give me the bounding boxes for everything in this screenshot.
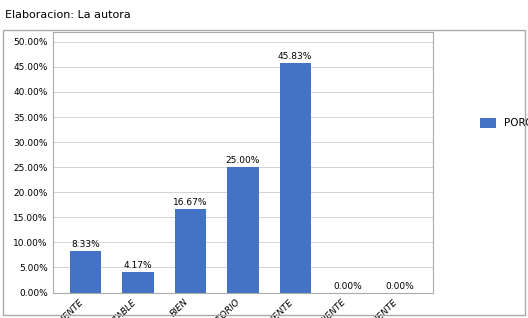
Bar	[227, 167, 259, 293]
Text: 45.83%: 45.83%	[278, 52, 313, 61]
Text: 25.00%: 25.00%	[225, 156, 260, 165]
Bar	[175, 209, 206, 293]
Text: 4.17%: 4.17%	[124, 261, 153, 270]
Bar	[279, 63, 311, 293]
Bar	[70, 251, 101, 293]
Text: 16.67%: 16.67%	[173, 198, 208, 207]
Legend: PORCENTAJE: PORCENTAJE	[477, 114, 528, 132]
Text: 0.00%: 0.00%	[333, 281, 362, 291]
Text: Elaboracion: La autora: Elaboracion: La autora	[5, 10, 131, 19]
Text: 0.00%: 0.00%	[385, 281, 414, 291]
Text: 8.33%: 8.33%	[71, 240, 100, 249]
Bar	[122, 272, 154, 293]
